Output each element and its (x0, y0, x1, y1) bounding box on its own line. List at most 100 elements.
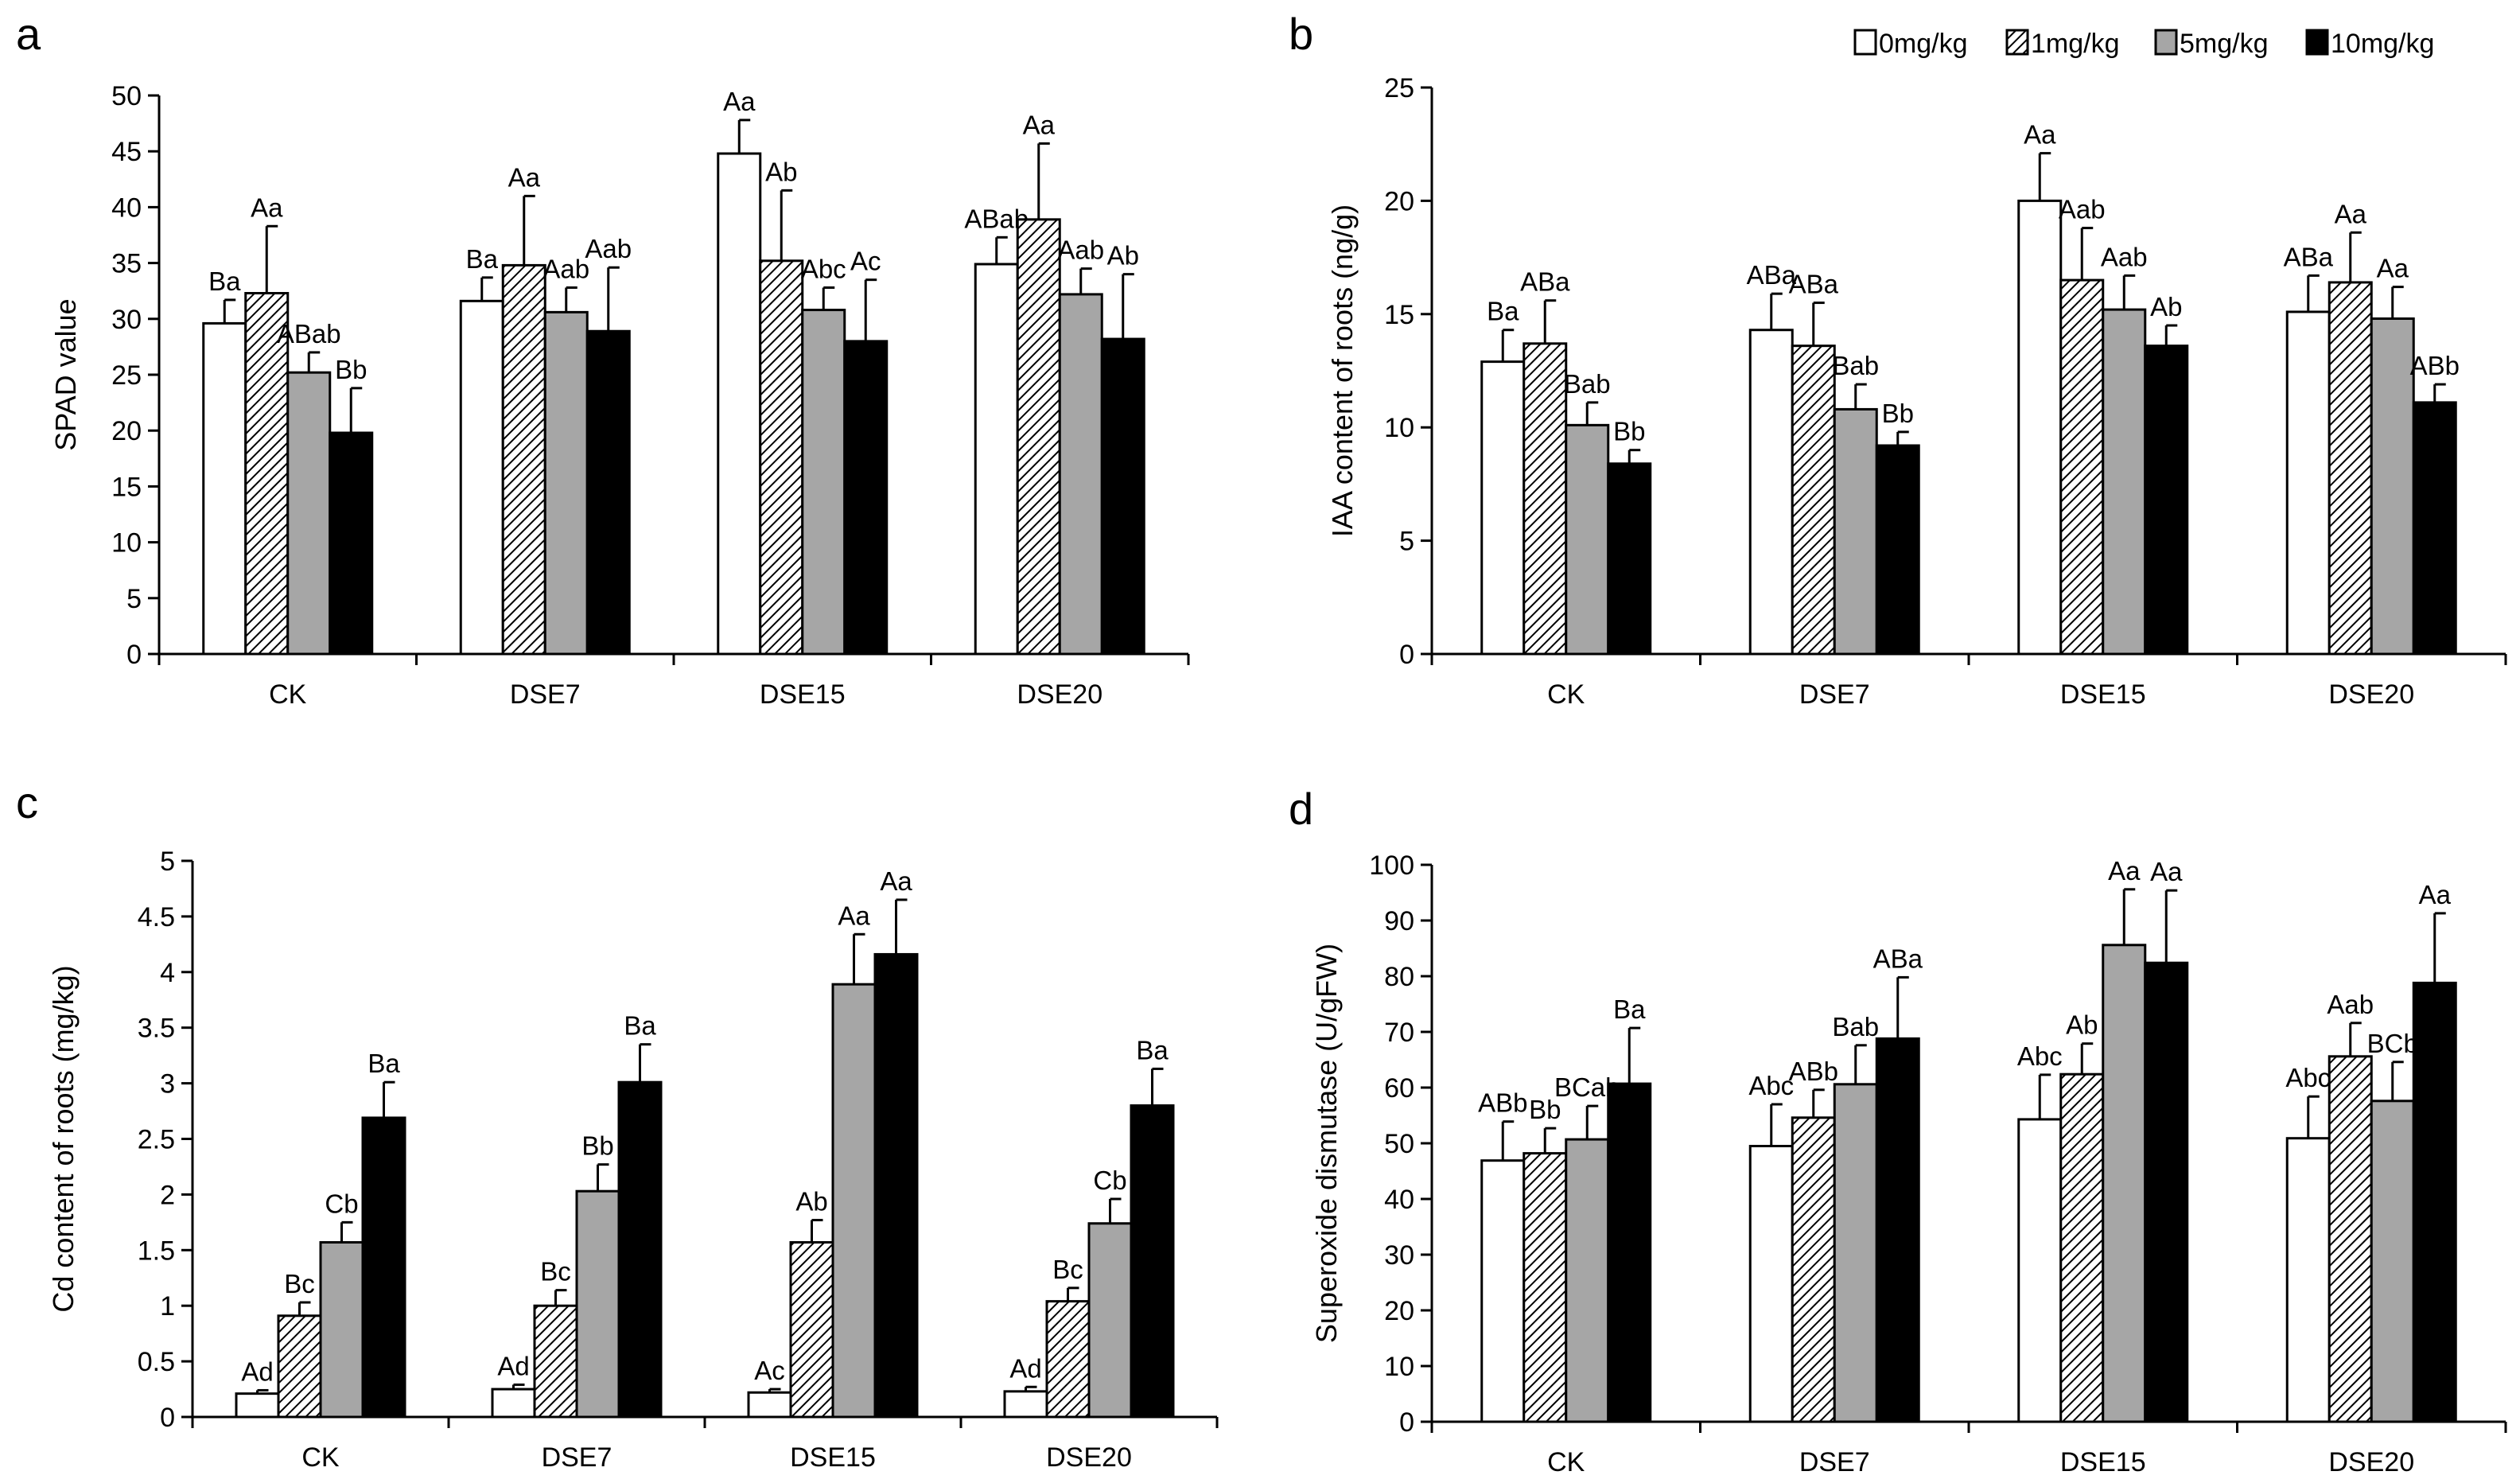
y-tick-label: 100 (1369, 850, 1414, 881)
significance-label: Aab (2327, 990, 2374, 1019)
significance-label: ABb (1789, 1057, 1838, 1086)
bar-10mg (2144, 961, 2189, 1423)
y-tick-label: 4.5 (138, 902, 175, 932)
y-tick-label: 70 (1384, 1018, 1414, 1048)
bar-0mg (1748, 1145, 1794, 1423)
y-tick-label: 80 (1384, 962, 1414, 992)
significance-label: Bc (284, 1269, 315, 1298)
y-tick-label: 20 (1384, 186, 1414, 216)
x-category-label: DSE20 (2328, 679, 2414, 710)
bar-5mg (1833, 407, 1878, 656)
significance-label: Aa (838, 901, 870, 930)
significance-label: Aa (2335, 199, 2367, 228)
y-tick-label: 50 (1384, 1129, 1414, 1159)
bar-5mg (319, 1241, 364, 1419)
legend-label-5mg: 5mg/kg (2180, 29, 2269, 59)
y-tick-label: 45 (111, 137, 142, 167)
y-tick-label: 20 (111, 416, 142, 446)
panel-c-chart: 0 0.5 1 1.5 2 2.5 3 3.5 4 4.5 5 Cd content of roots… (47, 847, 1219, 1473)
y-axis-label: Cd content of roots (mg/kg) (47, 965, 80, 1312)
bar-0mg (491, 1388, 536, 1419)
bar-0mg (974, 263, 1019, 656)
significance-label: Ab (795, 1187, 827, 1216)
legend: 0mg/kg 1mg/kg 5mg/kg 10mg/kg (1853, 29, 2434, 59)
bar-10mg (2144, 344, 2189, 656)
legend-swatch-5mg (2154, 29, 2178, 56)
significance-label: Aab (542, 254, 589, 283)
bar-10mg (1875, 444, 1920, 656)
bar-1mg (2059, 1072, 2105, 1423)
significance-label: Bab (1564, 369, 1611, 399)
x-category-label: DSE7 (1799, 1447, 1870, 1477)
bar-5mg (575, 1189, 620, 1419)
bar-10mg (1130, 1104, 1175, 1419)
panel-a-chart: 0 5 10 15 20 25 30 35 40 45 50 SPAD value CK Ba Aa ABab… (49, 81, 1190, 710)
significance-label: Ac (850, 247, 881, 276)
significance-label: Aab (1057, 235, 1104, 265)
bar-5mg (1833, 1083, 1878, 1423)
legend-swatch-1mg (2005, 29, 2029, 56)
y-axis-label: IAA content of roots (ng/g) (1326, 204, 1359, 537)
significance-label: Ab (765, 157, 797, 186)
significance-label: ABa (2284, 242, 2334, 271)
significance-label: Ba (1136, 1035, 1169, 1065)
y-axis-label: Superoxide dismutase (U/gFW) (1310, 944, 1343, 1343)
y-tick-label: 10 (1384, 1352, 1414, 1382)
significance-label: Bb (1613, 417, 1645, 446)
y-tick-label: 10 (111, 528, 142, 559)
x-category-label: DSE20 (1017, 679, 1102, 710)
y-tick-label: 40 (1384, 1185, 1414, 1215)
bar-0mg (235, 1392, 280, 1419)
significance-label: Ab (1107, 241, 1139, 271)
significance-label: Ac (754, 1356, 785, 1385)
legend-label-10mg: 10mg/kg (2331, 29, 2434, 59)
x-category-label: DSE15 (2060, 1447, 2146, 1477)
panel-label-d: d (1289, 784, 1313, 834)
significance-label: Bc (540, 1257, 571, 1286)
significance-label: Aab (585, 234, 632, 263)
bar-0mg (459, 299, 504, 656)
y-tick-label: 20 (1384, 1296, 1414, 1326)
bar-1mg (1791, 344, 1836, 656)
y-tick-label: 3.5 (138, 1014, 175, 1044)
significance-label: Aa (2377, 254, 2409, 283)
significance-label: Ad (1009, 1353, 1041, 1383)
significance-label: ABab (277, 319, 341, 348)
significance-label: Bc (1052, 1255, 1083, 1284)
bar-5mg (1565, 1138, 1610, 1423)
y-tick-label: 25 (1384, 73, 1414, 103)
significance-label: Ab (2150, 292, 2182, 321)
y-tick-label: 40 (111, 193, 142, 223)
legend-label-0mg: 0mg/kg (1879, 29, 1968, 59)
bar-0mg (1480, 1159, 1526, 1423)
x-category-label: DSE7 (510, 679, 581, 710)
significance-label: Aa (880, 866, 912, 896)
y-tick-label: 0 (126, 640, 142, 670)
significance-label: Bab (1832, 351, 1879, 380)
bar-5mg (1087, 1222, 1133, 1419)
bar-5mg (543, 310, 589, 656)
significance-label: Bb (1529, 1095, 1561, 1124)
bar-1mg (759, 259, 804, 656)
significance-label: BCb (2367, 1029, 2418, 1058)
bar-10mg (1607, 1082, 1652, 1423)
bar-0mg (2017, 199, 2063, 656)
significance-label: Ba (1487, 297, 1519, 326)
significance-label: ABa (1873, 944, 1923, 973)
y-tick-label: 0 (1399, 640, 1414, 670)
significance-label: Ba (466, 244, 499, 274)
significance-label: Aa (251, 193, 283, 222)
bar-0mg (1003, 1390, 1048, 1419)
bar-5mg (1058, 293, 1103, 656)
x-category-label: CK (1547, 1447, 1585, 1477)
bar-5mg (286, 371, 332, 656)
y-tick-label: 0 (160, 1403, 175, 1433)
panel-label-b: b (1289, 9, 1313, 59)
bar-10mg (585, 329, 631, 656)
y-tick-label: 60 (1384, 1073, 1414, 1103)
bar-10mg (617, 1080, 663, 1419)
significance-label: Bb (1882, 399, 1914, 428)
bar-1mg (1522, 1152, 1568, 1423)
significance-label: Abc (2017, 1041, 2063, 1071)
bar-10mg (361, 1116, 406, 1419)
